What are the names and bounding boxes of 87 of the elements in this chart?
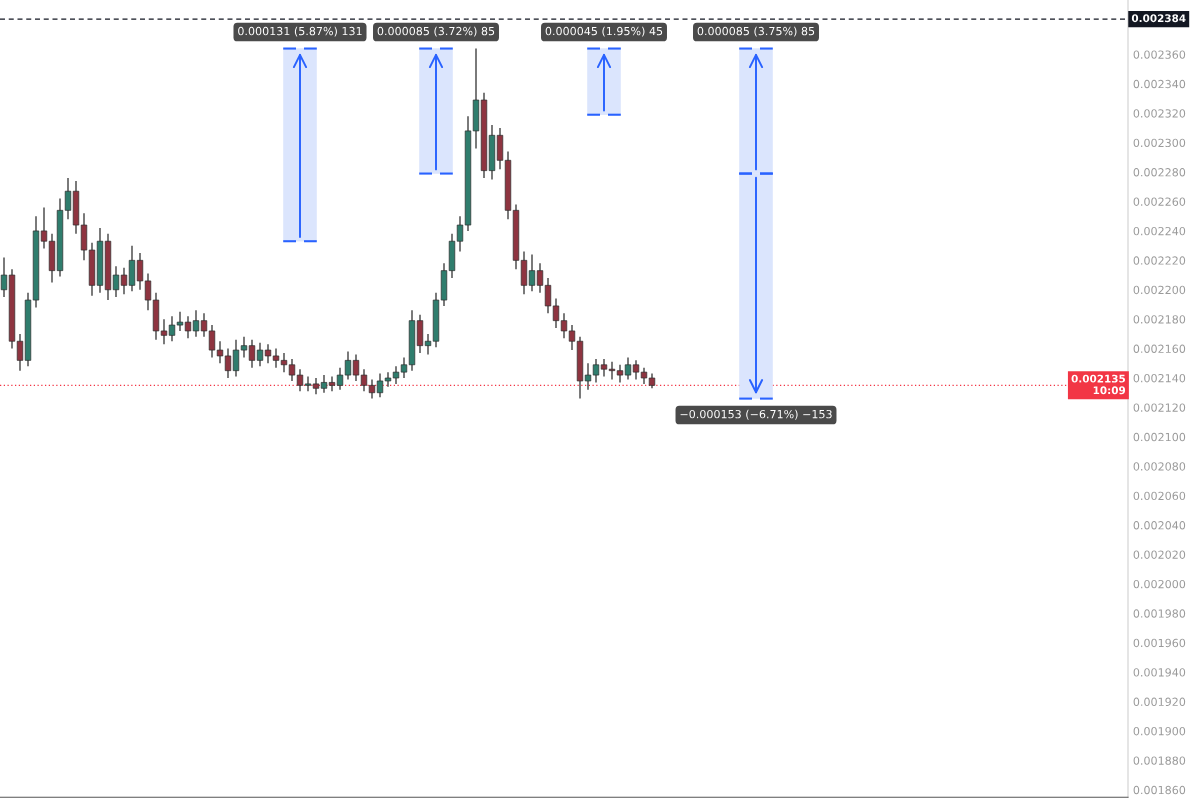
candlestick xyxy=(192,309,200,338)
data-label: 0.000085 (3.75%) 85 xyxy=(697,26,815,37)
data-label: 0.000131 (5.87%) 131 xyxy=(238,26,362,37)
y-tick-label: 0.002360 xyxy=(1133,50,1186,59)
y-tick-label: 0.001960 xyxy=(1133,638,1186,648)
candlestick xyxy=(360,368,368,392)
candlestick xyxy=(296,368,304,392)
y-tick-label: 0.002200 xyxy=(1133,285,1186,295)
candlestick xyxy=(552,297,560,329)
candlestick xyxy=(568,324,576,351)
y-tick-label: 0.002080 xyxy=(1133,462,1186,471)
candlestick xyxy=(272,347,280,369)
y-tick-label: 0.002120 xyxy=(1133,403,1186,412)
data-label: 0.000045 (1.95%) 45 xyxy=(545,26,663,37)
candlestick xyxy=(144,272,152,311)
candlestick xyxy=(0,256,8,298)
candlestick xyxy=(424,333,432,356)
y-tick-label: 0.002340 xyxy=(1133,79,1186,89)
y-tick-label: 0.002140 xyxy=(1133,373,1186,383)
candlestick xyxy=(256,342,264,367)
candlestick xyxy=(592,358,600,384)
candlestick xyxy=(280,352,288,373)
candlestick xyxy=(64,177,72,220)
candlestick xyxy=(608,361,616,381)
y-tick-label: 0.002040 xyxy=(1133,521,1186,530)
candlestick xyxy=(456,215,464,253)
candlestick xyxy=(16,333,24,372)
data-label: −0.000153 (−6.71%) −153 xyxy=(680,409,832,420)
y-tick-label: 0.002180 xyxy=(1133,315,1186,324)
candlestick xyxy=(200,312,208,338)
candlestick xyxy=(528,253,536,292)
candlestick xyxy=(208,324,216,359)
candlestick xyxy=(136,252,144,291)
data-label: 0.000085 (3.72%) 85 xyxy=(377,26,495,37)
candlestick xyxy=(616,364,624,384)
candlestick xyxy=(120,267,128,295)
candlestick xyxy=(288,358,296,382)
y-tick-label: 0.002000 xyxy=(1133,579,1186,589)
candlestick xyxy=(40,206,48,250)
y-tick-label: 0.001940 xyxy=(1133,668,1186,677)
candlestick xyxy=(544,277,552,314)
candlestick xyxy=(160,318,168,345)
y-tick-label: 0.002160 xyxy=(1133,344,1186,353)
candlestick xyxy=(392,365,400,385)
y-tick-label: 0.001860 xyxy=(1133,785,1186,795)
candlestick xyxy=(352,353,360,382)
y-tick-label: 0.001920 xyxy=(1133,697,1186,706)
candlestick xyxy=(368,378,376,400)
y-tick-label: 0.002060 xyxy=(1133,491,1186,501)
candlestick xyxy=(264,343,272,364)
candlestick xyxy=(176,311,184,332)
y-tick-label: 0.002300 xyxy=(1133,138,1186,148)
candlestick xyxy=(536,262,544,294)
candlestick xyxy=(304,375,312,392)
candlestick xyxy=(248,339,256,369)
candlestick xyxy=(184,315,192,339)
candlestick xyxy=(400,356,408,379)
candlestick xyxy=(312,377,320,395)
candlestick xyxy=(376,372,384,398)
candlestick xyxy=(328,375,336,392)
candlestick xyxy=(216,340,224,364)
ref-line-label: 0.002384 xyxy=(1131,14,1186,23)
candlestick xyxy=(320,374,328,394)
y-tick-label: 0.002100 xyxy=(1133,432,1186,442)
y-tick-label: 0.002020 xyxy=(1133,550,1186,559)
y-tick-label: 0.002220 xyxy=(1133,256,1186,265)
y-tick-label: 0.001880 xyxy=(1133,756,1186,765)
candlestick xyxy=(384,371,392,388)
candlestick xyxy=(336,367,344,391)
candlestick xyxy=(224,347,232,379)
candlestick xyxy=(232,339,240,378)
candlestick xyxy=(624,356,632,381)
y-tick-label: 0.002240 xyxy=(1133,226,1186,236)
y-tick-label: 0.002260 xyxy=(1133,197,1186,206)
candlestick xyxy=(240,336,248,359)
ref-line-label: 0.002135 10:09 xyxy=(1071,374,1126,395)
y-tick-label: 0.002280 xyxy=(1133,168,1186,177)
y-tick-label: 0.001980 xyxy=(1133,609,1186,618)
candlestick xyxy=(168,315,176,342)
candlestick xyxy=(584,362,592,391)
y-tick-label: 0.001900 xyxy=(1133,727,1186,736)
candlestick xyxy=(600,358,608,378)
candlestick xyxy=(344,350,352,381)
candlestick xyxy=(560,312,568,339)
candlestick xyxy=(632,359,640,381)
candlestick xyxy=(112,265,120,298)
y-tick-label: 0.002320 xyxy=(1133,109,1186,118)
